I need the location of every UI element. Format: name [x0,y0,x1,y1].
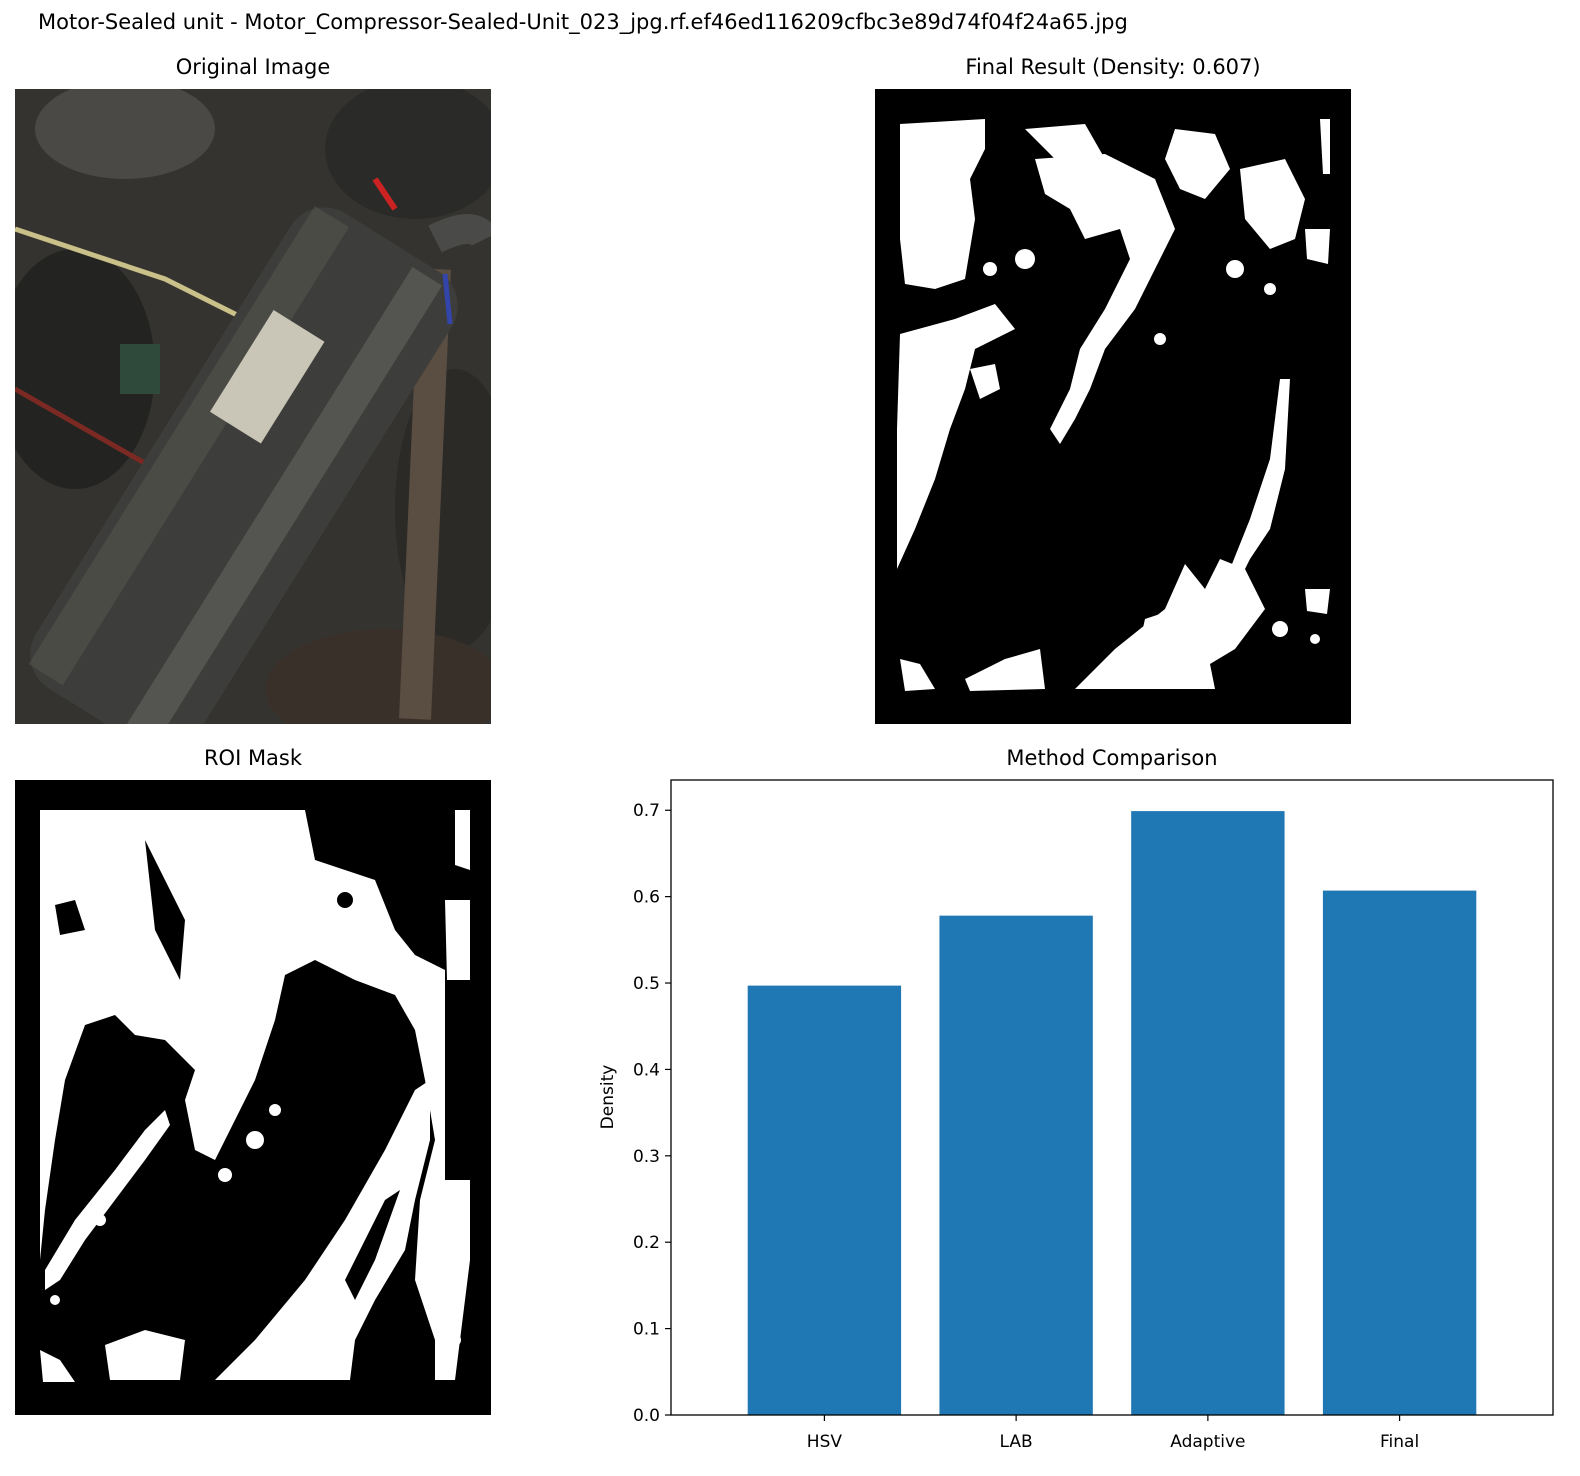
final-result-mask [875,89,1351,724]
y-tick-label: 0.2 [633,1233,660,1253]
figure-suptitle: Motor-Sealed unit - Motor_Compressor-Sea… [38,10,1128,34]
x-tick-label: Adaptive [1170,1432,1245,1452]
final-result-title: Final Result (Density: 0.607) [965,55,1261,79]
x-ticks-group: HSV LAB Adaptive Final [807,1415,1419,1452]
original-image [15,89,491,724]
y-tick-label: 0.0 [633,1406,660,1426]
chart-title: Method Comparison [1006,746,1218,770]
y-axis-label: Density [598,1065,618,1130]
bar-final [1322,890,1477,1415]
y-tick-label: 0.1 [633,1320,660,1340]
y-tick-label: 0.3 [633,1147,660,1167]
y-ticks-group: 0.0 0.1 0.2 0.3 0.4 0.5 0.6 0.7 [633,801,671,1426]
y-tick-label: 0.4 [633,1060,660,1080]
y-tick-label: 0.5 [633,974,660,994]
bar-lab [939,915,1093,1415]
roi-mask-title: ROI Mask [203,746,303,770]
bar-hsv [747,985,902,1415]
y-tick-label: 0.6 [633,888,660,908]
x-tick-label: LAB [1000,1432,1033,1452]
roi-mask [15,780,491,1415]
x-tick-label: Final [1380,1432,1419,1452]
bar-adaptive [1131,811,1285,1415]
plot-frame [670,779,1554,1416]
original-image-title: Original Image [175,55,331,79]
y-tick-label: 0.7 [633,801,660,821]
x-tick-label: HSV [807,1432,843,1452]
bars-group [747,811,1477,1415]
